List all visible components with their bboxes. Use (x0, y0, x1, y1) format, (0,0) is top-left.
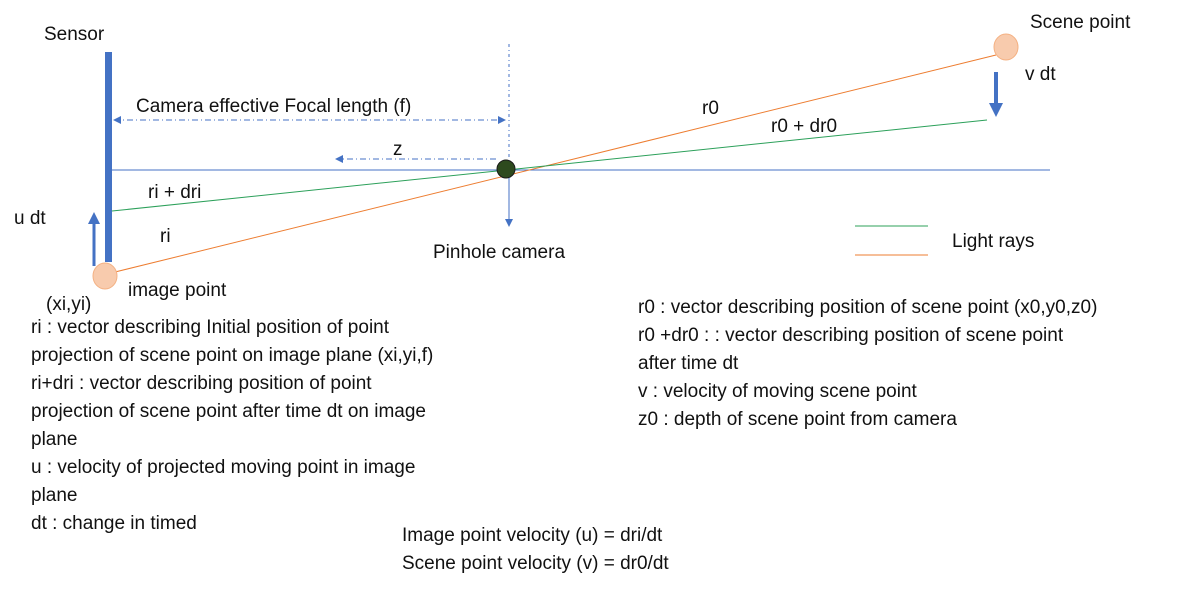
ri-label: ri (160, 226, 171, 247)
ray-r0-dr0 (111, 119, 988, 212)
left-note-line: u : velocity of projected moving point i… (31, 457, 416, 478)
right-note-line: r0 : vector describing position of scene… (638, 297, 1098, 318)
xi-yi-label: (xi,yi) (46, 294, 92, 315)
focal-length-label: Camera effective Focal length (f) (136, 96, 412, 117)
image-point (92, 262, 118, 290)
scene-point (993, 33, 1019, 61)
pinhole-camera-label: Pinhole camera (433, 242, 566, 263)
v-dt-arrow-head (989, 103, 1003, 117)
u-dt-label: u dt (14, 208, 46, 229)
formulas: Image point velocity (u) = dri/dt Scene … (402, 522, 669, 578)
ri-dri-label: ri + dri (148, 182, 202, 203)
left-note-line: dt : change in timed (31, 513, 197, 534)
left-note-line: projection of scene point after time dt … (31, 401, 427, 422)
right-note-line: after time dt (638, 353, 739, 374)
image-point-label: image point (128, 280, 227, 301)
right-note-line: r0 +dr0 : : vector describing position o… (638, 325, 1064, 346)
left-note-line: ri+dri : vector describing position of p… (31, 373, 372, 394)
right-notes: r0 : vector describing position of scene… (638, 294, 1097, 434)
v-dt-label: v dt (1025, 64, 1056, 85)
legend-light-rays-label: Light rays (952, 231, 1035, 252)
formula-scene-velocity: Scene point velocity (v) = dr0/dt (402, 553, 669, 574)
left-note-line: projection of scene point on image plane… (31, 345, 434, 366)
scene-point-label: Scene point (1030, 12, 1131, 33)
left-note-line: plane (31, 429, 78, 450)
z-label: z (393, 139, 403, 160)
sensor-label: Sensor (44, 24, 105, 45)
right-note-line: z0 : depth of scene point from camera (638, 409, 957, 430)
u-dt-arrow-head (88, 212, 100, 224)
left-notes: ri : vector describing Initial position … (31, 314, 433, 538)
sensor-bar (105, 52, 112, 262)
left-note-line: plane (31, 485, 78, 506)
ray-r0 (106, 54, 997, 275)
r0-label: r0 (702, 98, 719, 119)
right-note-line: v : velocity of moving scene point (638, 381, 917, 402)
pinhole-camera-point (496, 159, 516, 179)
formula-image-velocity: Image point velocity (u) = dri/dt (402, 525, 663, 546)
left-note-line: ri : vector describing Initial position … (31, 317, 390, 338)
r0-dr0-label: r0 + dr0 (771, 116, 838, 137)
